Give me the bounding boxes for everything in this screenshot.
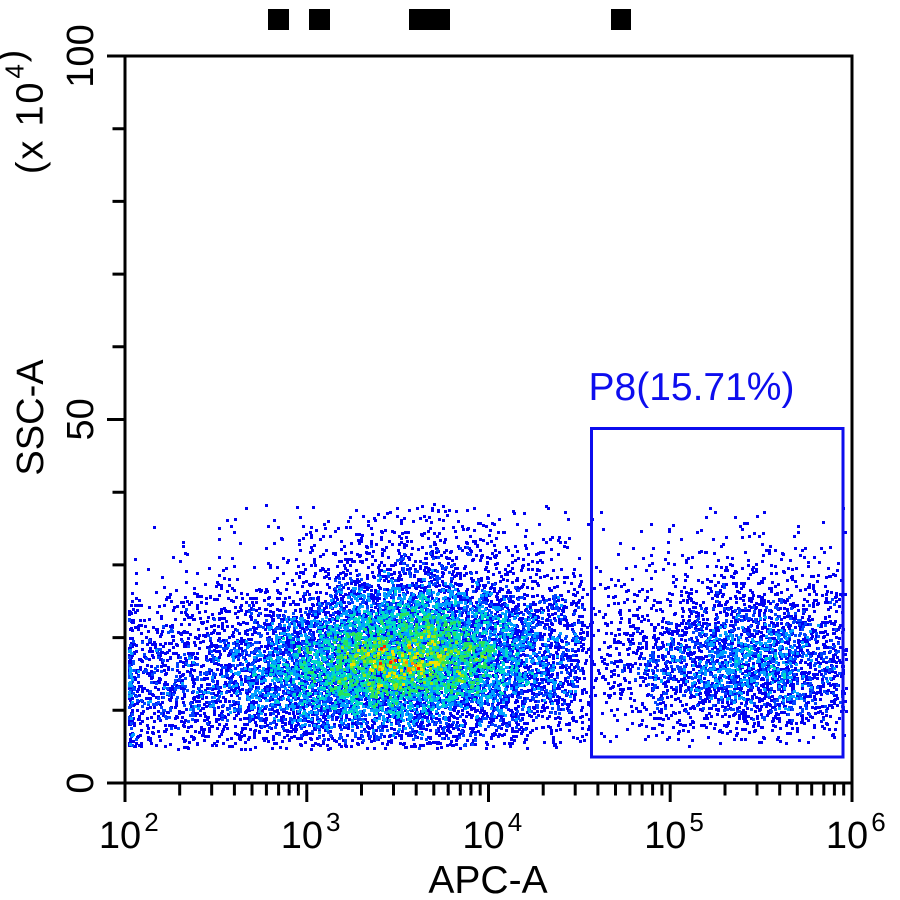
- svg-text:104: 10 4: [462, 807, 522, 857]
- svg-text:APC-A: APC-A: [428, 859, 547, 900]
- svg-text:0: 0: [60, 772, 102, 793]
- svg-text:105: 10 5: [644, 807, 704, 857]
- svg-text:(x 104): (x 104): [0, 48, 52, 174]
- svg-text:100: 100: [60, 24, 102, 87]
- svg-text:P8(15.71%): P8(15.71%): [589, 366, 795, 409]
- svg-text:102: 10 2: [99, 807, 159, 857]
- svg-text:103: 10 3: [281, 807, 341, 857]
- svg-text:50: 50: [60, 398, 102, 440]
- svg-text:106: 10 6: [826, 807, 886, 857]
- svg-text:SSC-A: SSC-A: [10, 359, 52, 476]
